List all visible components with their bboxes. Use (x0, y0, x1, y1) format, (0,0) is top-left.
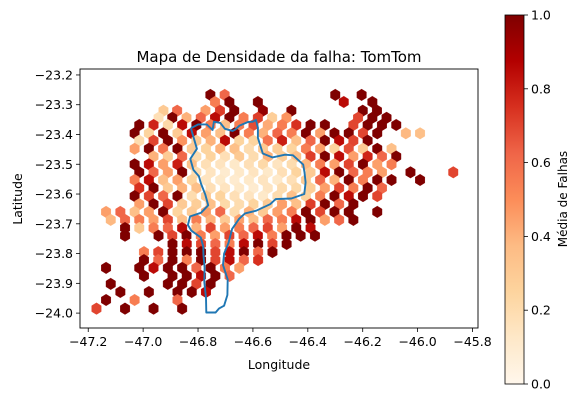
hex-cell (334, 213, 345, 226)
y-tick-label: −23.3 (35, 97, 73, 112)
hex-cell (129, 142, 140, 155)
hex-cell (415, 127, 425, 140)
hex-cell (115, 285, 126, 299)
hex-cell (372, 190, 383, 203)
x-tick-label: −46.2 (344, 334, 382, 349)
hex-cell (91, 302, 102, 315)
y-tick-label: −23.6 (35, 187, 73, 202)
hex-cell (120, 229, 131, 242)
hex-cell (330, 88, 341, 101)
colorbar-tick-label: 0.2 (531, 303, 551, 318)
hex-cell (386, 173, 397, 187)
hex-cell (386, 158, 397, 171)
hex-cell (148, 261, 159, 274)
hex-cell (105, 213, 116, 226)
chart-title: Mapa de Densidade da falha: TomTom (136, 48, 421, 66)
x-tick-label: −47.0 (124, 334, 162, 349)
hex-cell (138, 269, 149, 282)
hex-cell (153, 229, 164, 242)
hex-cell (405, 166, 416, 179)
hex-cell (101, 261, 112, 274)
plot-frame (79, 68, 479, 329)
hex-cell (134, 221, 145, 235)
hex-cell (372, 127, 383, 140)
y-tick-label: −23.5 (35, 157, 73, 172)
x-tick-label: −46.0 (398, 334, 436, 349)
colorbar-tick-label: 0.6 (531, 155, 551, 170)
x-tick-label: −45.8 (453, 334, 491, 349)
hex-cell (372, 205, 383, 218)
x-axis-label: Longitude (248, 357, 310, 372)
hex-cell (400, 127, 411, 140)
hex-cell (348, 213, 359, 226)
hex-cell (186, 285, 197, 299)
hex-cell (162, 277, 173, 290)
y-tick-label: −24.0 (35, 306, 73, 321)
hex-cell (234, 261, 245, 274)
hex-cell (267, 246, 278, 259)
boundary-outline (186, 118, 307, 314)
x-axis: −47.2 −47.0 −46.8 −46.6 −46.4 −46.2 −46.0 −45.8 (69, 328, 492, 349)
hex-cell (319, 213, 330, 226)
hex-cell (120, 302, 131, 315)
x-tick-label: −46.8 (179, 334, 217, 349)
hex-cell (448, 166, 459, 179)
y-tick-label: −23.9 (35, 276, 73, 291)
y-axis: −23.2 −23.3 −23.4 −23.5 −23.6 −23.7 −23.8 −23.9… (35, 67, 80, 321)
hex-cell (415, 173, 425, 187)
colorbar-tick-label: 0.0 (531, 377, 551, 392)
hex-cell (105, 277, 116, 290)
x-tick-label: −47.2 (69, 334, 107, 349)
y-tick-label: −23.7 (35, 216, 73, 231)
hexbin-cells (91, 88, 459, 315)
x-tick-label: −46.6 (234, 334, 272, 349)
hex-cell (295, 229, 306, 242)
colorbar-tick-label: 0.4 (531, 229, 551, 244)
hex-cell (177, 302, 188, 315)
y-tick-label: −23.8 (35, 246, 73, 261)
colorbar-tick-label: 1.0 (531, 8, 551, 23)
hex-cell (101, 293, 112, 307)
hex-cell (391, 118, 402, 132)
hex-cell (358, 190, 368, 203)
hex-cell (253, 254, 264, 267)
y-axis-label: Latitude (10, 173, 25, 225)
y-tick-label: −23.2 (35, 67, 73, 82)
colorbar-tick-label: 0.8 (531, 81, 551, 96)
hex-cell (356, 88, 367, 101)
x-tick-label: −46.4 (289, 334, 327, 349)
hex-cell (310, 229, 320, 242)
hex-cell (281, 237, 292, 251)
municipality-boundary-line (186, 118, 307, 314)
colorbar (504, 14, 525, 385)
hex-cell (143, 285, 154, 299)
hex-cell (148, 302, 159, 315)
colorbar-axis: 0.0 0.2 0.4 0.6 0.8 1.0 (524, 8, 551, 392)
colorbar-label: Média de Falhas (556, 151, 570, 247)
hex-cell (338, 95, 349, 109)
y-tick-label: −23.4 (35, 127, 73, 142)
hex-cell (129, 293, 140, 307)
